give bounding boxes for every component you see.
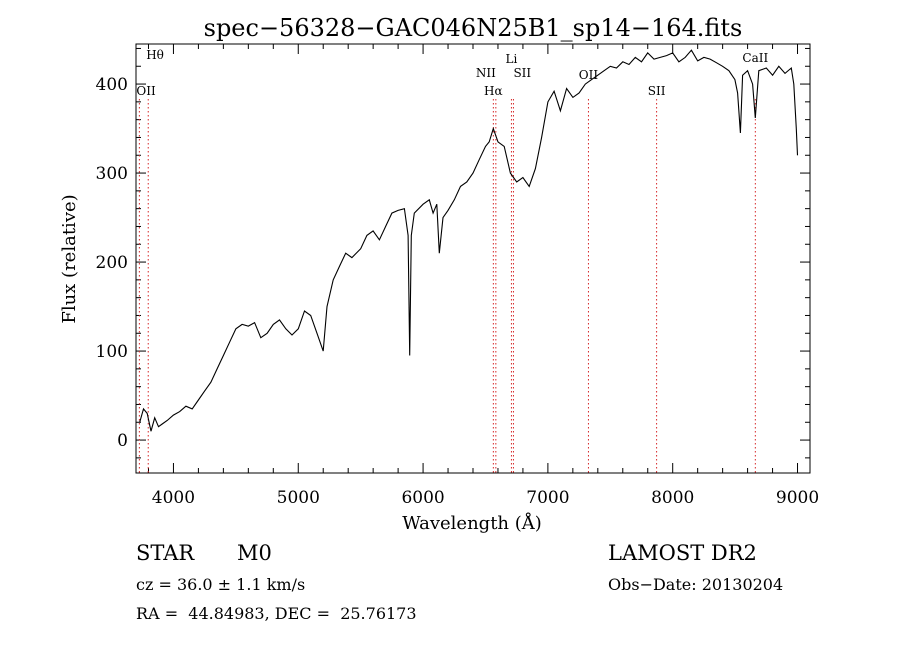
- y-tick-label: 300: [96, 164, 128, 184]
- spectral-line-label: Hθ: [146, 48, 164, 62]
- x-tick-label: 4000: [152, 488, 195, 508]
- y-tick-label: 0: [117, 431, 128, 451]
- spectral-line-label: Li: [506, 52, 518, 66]
- spectral-line-label: OII: [579, 68, 599, 82]
- x-tick-label: 5000: [277, 488, 320, 508]
- spectral-line-label: SII: [648, 84, 666, 98]
- y-tick-label: 100: [96, 342, 128, 362]
- plot-frame: [135, 43, 811, 474]
- x-axis: 4000 5000 6000 7000 8000 9000: [147, 44, 819, 508]
- spectral-line-label: Hα: [484, 84, 503, 98]
- x-tick-label: 6000: [401, 488, 444, 508]
- spectral-line-label: SII: [513, 66, 531, 80]
- y-axis: 0 100 200 300 400: [96, 47, 810, 459]
- x-tick-label: 8000: [651, 488, 694, 508]
- survey-name: LAMOST DR2: [608, 541, 757, 565]
- spectrum-series-line: [139, 49, 799, 432]
- x-axis-label: Wavelength (Å): [402, 512, 542, 534]
- x-tick-label: 9000: [776, 488, 819, 508]
- chart-title: spec−56328−GAC046N25B1_sp14−164.fits: [204, 14, 743, 42]
- observation-date: Obs−Date: 20130204: [608, 575, 784, 594]
- ra-dec-coordinates: RA = 44.84983, DEC = 25.76173: [136, 604, 417, 623]
- y-axis-label: Flux (relative): [59, 194, 80, 323]
- spectral-line-label: OII: [136, 84, 156, 98]
- y-tick-label: 200: [96, 253, 128, 273]
- spectral-line-label: NII: [476, 66, 496, 80]
- y-tick-label: 400: [96, 75, 128, 95]
- redshift-cz: cz = 36.0 ± 1.1 km/s: [136, 575, 306, 594]
- x-tick-label: 7000: [526, 488, 569, 508]
- plot-border: [135, 43, 811, 474]
- object-subclass: M0: [237, 541, 272, 565]
- spectral-line-markers: [138, 99, 756, 473]
- object-class: STAR: [136, 541, 195, 565]
- spectral-line-label: CaII: [742, 51, 768, 65]
